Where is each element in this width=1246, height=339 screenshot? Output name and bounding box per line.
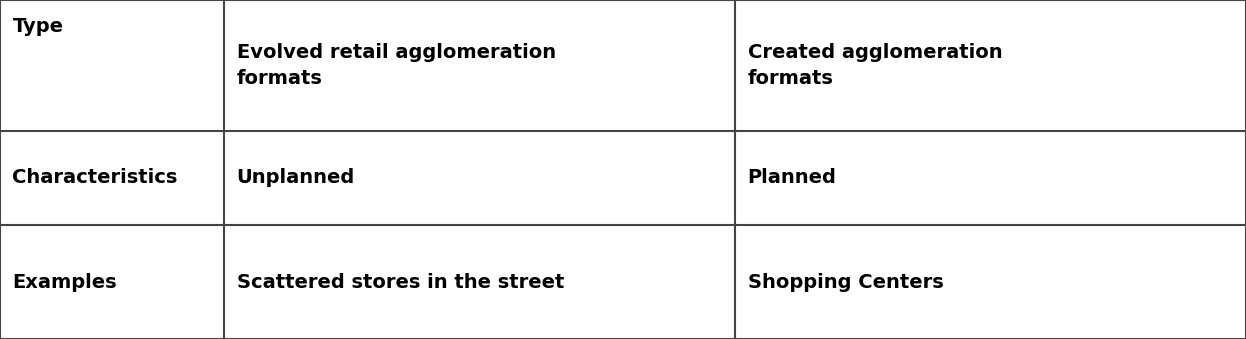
Text: Type: Type — [12, 17, 64, 36]
Text: Scattered stores in the street: Scattered stores in the street — [237, 273, 564, 292]
Text: Evolved retail agglomeration
formats: Evolved retail agglomeration formats — [237, 42, 556, 88]
Text: Unplanned: Unplanned — [237, 168, 355, 187]
Text: Examples: Examples — [12, 273, 117, 292]
Text: Shopping Centers: Shopping Centers — [748, 273, 943, 292]
Text: Created agglomeration
formats: Created agglomeration formats — [748, 42, 1002, 88]
Text: Characteristics: Characteristics — [12, 168, 178, 187]
Text: Planned: Planned — [748, 168, 836, 187]
